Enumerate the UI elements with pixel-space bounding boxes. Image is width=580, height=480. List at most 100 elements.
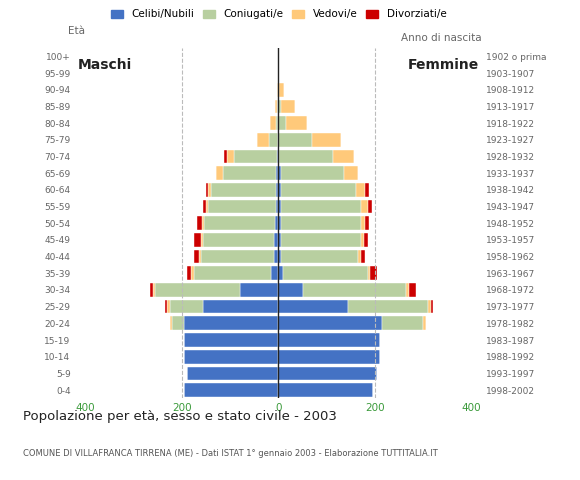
Bar [277, 150, 278, 163]
Bar [343, 166, 358, 180]
Bar [278, 300, 349, 313]
Bar [356, 183, 365, 197]
Bar [281, 166, 343, 180]
Bar [169, 300, 204, 313]
Bar [278, 200, 281, 213]
Bar [278, 383, 372, 397]
Bar [224, 150, 227, 163]
Bar [423, 316, 426, 330]
Bar [276, 200, 278, 213]
Bar [191, 266, 194, 280]
Bar [194, 250, 198, 264]
Bar [278, 66, 280, 80]
Bar [278, 83, 280, 96]
Bar [277, 83, 278, 96]
Bar [197, 216, 202, 230]
Bar [155, 283, 240, 297]
Bar [365, 216, 369, 230]
Bar [198, 250, 201, 264]
Bar [368, 266, 370, 280]
Bar [270, 116, 276, 130]
Bar [274, 216, 278, 230]
Bar [276, 183, 278, 197]
Bar [278, 250, 281, 264]
Bar [216, 166, 223, 180]
Bar [349, 300, 428, 313]
Text: Età: Età [68, 26, 85, 36]
Bar [223, 166, 276, 180]
Bar [364, 233, 368, 247]
Bar [153, 283, 155, 297]
Bar [281, 183, 356, 197]
Bar [361, 250, 365, 264]
Bar [234, 150, 277, 163]
Bar [204, 233, 274, 247]
Text: Femmine: Femmine [408, 58, 479, 72]
Bar [169, 316, 172, 330]
Bar [208, 200, 276, 213]
Bar [269, 133, 278, 146]
Bar [281, 200, 361, 213]
Bar [303, 283, 407, 297]
Bar [382, 316, 423, 330]
Bar [285, 116, 307, 130]
Legend: Celibi/Nubili, Coniugati/e, Vedovi/e, Divorziati/e: Celibi/Nubili, Coniugati/e, Vedovi/e, Di… [106, 5, 451, 24]
Bar [194, 233, 201, 247]
Bar [281, 216, 361, 230]
Bar [278, 133, 312, 146]
Bar [430, 300, 433, 313]
Bar [201, 250, 274, 264]
Bar [204, 200, 206, 213]
Bar [428, 300, 430, 313]
Bar [277, 99, 278, 113]
Bar [150, 283, 153, 297]
Bar [276, 166, 278, 180]
Bar [312, 133, 341, 146]
Bar [184, 333, 278, 347]
Bar [278, 233, 281, 247]
Text: COMUNE DI VILLAFRANCA TIRRENA (ME) - Dati ISTAT 1° gennaio 2003 - Elaborazione T: COMUNE DI VILLAFRANCA TIRRENA (ME) - Dat… [23, 449, 438, 458]
Bar [361, 233, 364, 247]
Bar [184, 350, 278, 363]
Bar [204, 300, 278, 313]
Bar [281, 99, 295, 113]
Bar [278, 266, 283, 280]
Bar [167, 300, 169, 313]
Bar [206, 200, 208, 213]
Bar [227, 150, 234, 163]
Bar [278, 283, 303, 297]
Bar [278, 183, 281, 197]
Bar [271, 266, 278, 280]
Bar [280, 83, 284, 96]
Bar [208, 183, 211, 197]
Bar [172, 316, 184, 330]
Bar [278, 350, 380, 363]
Bar [274, 250, 278, 264]
Bar [358, 250, 361, 264]
Text: Anno di nascita: Anno di nascita [401, 33, 481, 43]
Bar [281, 233, 361, 247]
Bar [278, 367, 378, 380]
Bar [187, 266, 191, 280]
Bar [211, 183, 276, 197]
Bar [361, 216, 365, 230]
Bar [274, 233, 278, 247]
Bar [165, 300, 167, 313]
Bar [184, 383, 278, 397]
Bar [278, 150, 280, 163]
Bar [187, 367, 278, 380]
Bar [283, 266, 368, 280]
Bar [240, 283, 278, 297]
Bar [278, 166, 281, 180]
Bar [278, 333, 380, 347]
Bar [276, 116, 278, 130]
Text: Popolazione per età, sesso e stato civile - 2003: Popolazione per età, sesso e stato civil… [23, 410, 337, 423]
Bar [202, 216, 204, 230]
Bar [370, 266, 378, 280]
Bar [365, 183, 369, 197]
Bar [278, 316, 382, 330]
Bar [332, 150, 354, 163]
Bar [256, 133, 269, 146]
Bar [278, 216, 281, 230]
Bar [361, 200, 368, 213]
